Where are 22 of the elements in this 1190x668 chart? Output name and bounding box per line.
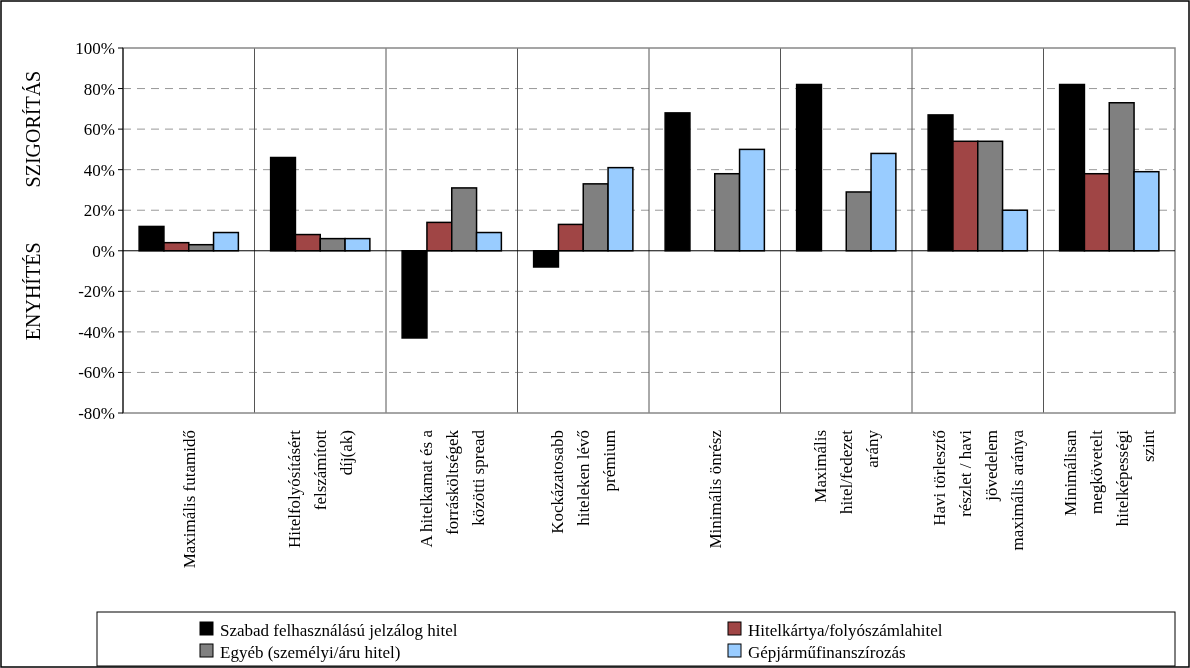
y-tick-label: 80%: [83, 79, 115, 99]
legend-label: Gépjárműfinanszírozás: [748, 642, 906, 662]
text: ENYHÍTÉS: [22, 242, 44, 341]
y-tick-label: -80%: [78, 403, 115, 423]
x-tick-label: Maximális futamidő: [179, 430, 199, 569]
x-tick-label: Minimális önrész: [705, 429, 725, 549]
y-tick-label: 60%: [83, 120, 115, 140]
y-tick-label: 0%: [92, 241, 115, 261]
y-tick-label: 40%: [83, 160, 115, 180]
legend-label: Egyéb (személyi/áru hitel): [220, 642, 401, 662]
y-tick-label: 20%: [83, 201, 115, 221]
legend-label: Hitelkártya/folyószámlahitel: [748, 620, 943, 640]
x-tick-label: Kockázatosabb hiteleken lévő prémium: [548, 430, 620, 534]
y-tick-label: -40%: [78, 322, 115, 342]
y-tick-label: 100%: [75, 38, 115, 58]
legend-label: Szabad felhasználású jelzálog hitel: [220, 620, 458, 640]
x-tick-label: Minimálisan megkövetelt hitelképességi szint: [1061, 429, 1159, 527]
y-axis-title: SZIGORÍTÁS: [22, 70, 44, 188]
x-tick-label: Maximális hitel/fedezet arány: [811, 429, 883, 515]
y-tick-label: -20%: [78, 282, 115, 302]
y-tick-label: -60%: [78, 363, 115, 383]
x-tick-label: Hitelfolyósításért felszámított díj(ak): [285, 429, 357, 549]
